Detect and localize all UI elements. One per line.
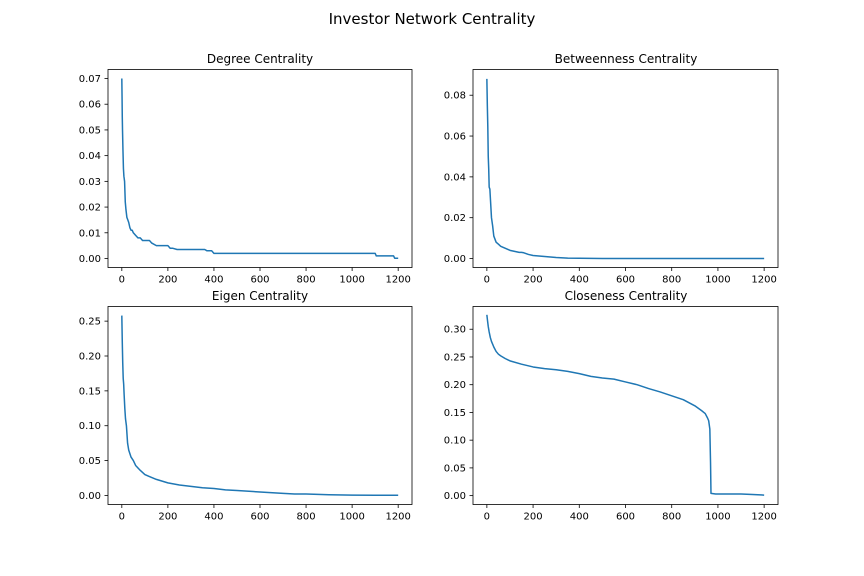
betweenness-centrality-xtick-label: 600 bbox=[616, 275, 635, 286]
degree-centrality-ytick-label: 0.03 bbox=[79, 177, 101, 188]
closeness-centrality-ytick-label: 0.05 bbox=[444, 463, 466, 474]
degree-centrality-ticks: 0 200 400 600 800 1000 1200 0.00 0.01 0.02 0.03 0.0… bbox=[79, 74, 411, 286]
closeness-centrality-xtick-label: 400 bbox=[570, 512, 589, 523]
betweenness-centrality-ytick-label: 0.08 bbox=[444, 91, 466, 102]
degree-centrality-xtick-label: 0 bbox=[119, 275, 125, 286]
eigen-centrality-xtick-label: 1000 bbox=[339, 512, 364, 523]
eigen-centrality-xtick-label: 1200 bbox=[385, 512, 410, 523]
eigen-centrality-ytick-label: 0.00 bbox=[79, 491, 101, 502]
degree-centrality-xtick-label: 600 bbox=[250, 275, 269, 286]
closeness-centrality-xtick-label: 200 bbox=[524, 512, 543, 523]
closeness-centrality-xtick-label: 1000 bbox=[705, 512, 730, 523]
betweenness-centrality-xtick-label: 200 bbox=[524, 275, 543, 286]
degree-centrality-xtick-label: 1000 bbox=[339, 275, 364, 286]
betweenness-centrality-xtick-label: 800 bbox=[662, 275, 681, 286]
betweenness-centrality-line-0 bbox=[486, 78, 765, 260]
betweenness-centrality-series bbox=[486, 78, 765, 260]
eigen-centrality-ytick-label: 0.25 bbox=[79, 317, 101, 328]
betweenness-centrality-plot-area bbox=[472, 69, 779, 268]
eigen-centrality-ytick-label: 0.20 bbox=[79, 352, 101, 363]
degree-centrality-ytick-label: 0.04 bbox=[79, 151, 101, 162]
figure-title: Investor Network Centrality bbox=[329, 10, 536, 28]
eigen-centrality-ytick-label: 0.05 bbox=[79, 456, 101, 467]
closeness-centrality-xtick-label: 600 bbox=[616, 512, 635, 523]
degree-centrality-xtick-label: 400 bbox=[204, 275, 223, 286]
degree-centrality-xtick-label: 1200 bbox=[385, 275, 410, 286]
betweenness-centrality-title: Betweenness Centrality bbox=[555, 52, 698, 66]
closeness-centrality-ytick-label: 0.10 bbox=[444, 436, 466, 447]
degree-centrality-title: Degree Centrality bbox=[207, 52, 313, 66]
degree-centrality-ytick-label: 0.00 bbox=[79, 254, 101, 265]
closeness-centrality-xtick-label: 800 bbox=[662, 512, 681, 523]
betweenness-centrality-xtick-label: 1200 bbox=[751, 275, 776, 286]
eigen-centrality-series bbox=[121, 315, 399, 497]
degree-centrality-xtick-label: 200 bbox=[158, 275, 177, 286]
degree-centrality-plot-area bbox=[107, 69, 413, 268]
eigen-centrality-panel: Eigen Centrality 0 200 400 600 800 1000 1200 0.… bbox=[79, 289, 413, 523]
closeness-centrality-ytick-label: 0.15 bbox=[444, 408, 466, 419]
closeness-centrality-line-0 bbox=[486, 314, 765, 496]
betweenness-centrality-ytick-label: 0.04 bbox=[444, 172, 466, 183]
eigen-centrality-xtick-label: 0 bbox=[119, 512, 125, 523]
degree-centrality-ytick-label: 0.02 bbox=[79, 203, 101, 214]
betweenness-centrality-xtick-label: 400 bbox=[570, 275, 589, 286]
eigen-centrality-xtick-label: 600 bbox=[250, 512, 269, 523]
eigen-centrality-plot-area bbox=[107, 306, 413, 505]
eigen-centrality-ticks: 0 200 400 600 800 1000 1200 0.00 0.05 0.10 0.15 0.2… bbox=[79, 317, 411, 523]
closeness-centrality-xtick-label: 1200 bbox=[751, 512, 776, 523]
closeness-centrality-ticks: 0 200 400 600 800 1000 1200 0.00 0.05 0.10 0.15 0.2… bbox=[444, 325, 777, 523]
betweenness-centrality-xtick-label: 0 bbox=[484, 275, 490, 286]
eigen-centrality-xtick-label: 800 bbox=[297, 512, 316, 523]
closeness-centrality-series bbox=[486, 314, 765, 496]
closeness-centrality-ytick-label: 0.30 bbox=[444, 325, 466, 336]
degree-centrality-series bbox=[121, 78, 399, 259]
degree-centrality-line-0 bbox=[121, 78, 399, 259]
closeness-centrality-ytick-label: 0.25 bbox=[444, 352, 466, 363]
degree-centrality-ytick-label: 0.06 bbox=[79, 100, 101, 111]
closeness-centrality-ytick-label: 0.00 bbox=[444, 491, 466, 502]
betweenness-centrality-ytick-label: 0.02 bbox=[444, 213, 466, 224]
betweenness-centrality-xtick-label: 1000 bbox=[705, 275, 730, 286]
degree-centrality-ytick-label: 0.07 bbox=[79, 74, 101, 85]
eigen-centrality-xtick-label: 400 bbox=[204, 512, 223, 523]
closeness-centrality-xtick-label: 0 bbox=[484, 512, 490, 523]
closeness-centrality-title: Closeness Centrality bbox=[565, 289, 688, 303]
degree-centrality-ytick-label: 0.01 bbox=[79, 228, 101, 239]
degree-centrality-xtick-label: 800 bbox=[297, 275, 316, 286]
closeness-centrality-panel: Closeness Centrality 0 200 400 600 800 1000 12… bbox=[444, 289, 779, 523]
degree-centrality-ytick-label: 0.05 bbox=[79, 125, 101, 136]
eigen-centrality-line-0 bbox=[121, 315, 399, 497]
eigen-centrality-ytick-label: 0.10 bbox=[79, 421, 101, 432]
betweenness-centrality-ticks: 0 200 400 600 800 1000 1200 0.00 0.02 0.04 0.06 0.0… bbox=[444, 91, 777, 286]
betweenness-centrality-ytick-label: 0.06 bbox=[444, 132, 466, 143]
betweenness-centrality-ytick-label: 0.00 bbox=[444, 254, 466, 265]
closeness-centrality-ytick-label: 0.20 bbox=[444, 380, 466, 391]
eigen-centrality-ytick-label: 0.15 bbox=[79, 386, 101, 397]
closeness-centrality-plot-area bbox=[472, 306, 779, 505]
betweenness-centrality-panel: Betweenness Centrality 0 200 400 600 800 1000… bbox=[444, 52, 779, 286]
eigen-centrality-title: Eigen Centrality bbox=[212, 289, 308, 303]
degree-centrality-panel: Degree Centrality 0 200 400 600 800 1000 12000… bbox=[79, 52, 413, 286]
eigen-centrality-xtick-label: 200 bbox=[158, 512, 177, 523]
